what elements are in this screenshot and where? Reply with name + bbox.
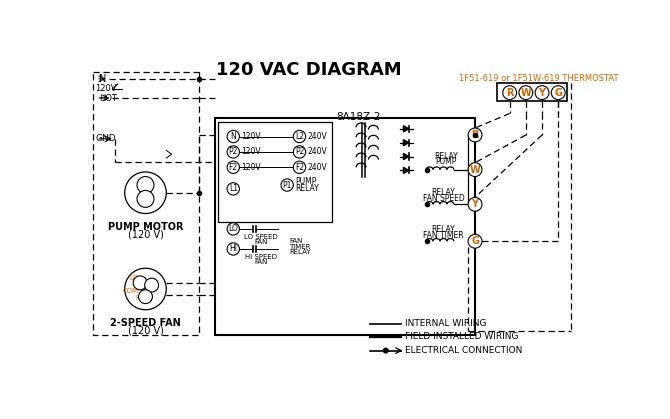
Text: (120 V): (120 V) — [127, 229, 163, 239]
Text: ELECTRICAL CONNECTION: ELECTRICAL CONNECTION — [405, 346, 523, 355]
Circle shape — [519, 86, 533, 100]
Text: P2: P2 — [295, 147, 304, 156]
Text: FAN SPEED: FAN SPEED — [423, 194, 464, 203]
Text: 120 VAC DIAGRAM: 120 VAC DIAGRAM — [216, 61, 401, 79]
Text: COM: COM — [123, 287, 139, 294]
Text: W: W — [521, 88, 531, 98]
Circle shape — [227, 146, 239, 158]
Text: HI: HI — [229, 244, 237, 253]
Text: HOT: HOT — [99, 93, 117, 103]
Text: RELAY: RELAY — [431, 188, 456, 197]
Text: RELAY: RELAY — [434, 152, 458, 161]
Circle shape — [551, 86, 565, 100]
Text: N: N — [99, 74, 107, 84]
Polygon shape — [403, 153, 409, 160]
Circle shape — [468, 163, 482, 176]
Text: RELAY: RELAY — [289, 249, 311, 255]
Text: P1: P1 — [283, 181, 292, 189]
Text: GND: GND — [95, 134, 116, 143]
Polygon shape — [403, 140, 409, 146]
Text: L1: L1 — [228, 184, 238, 194]
Circle shape — [137, 176, 154, 194]
Text: INTERNAL WIRING: INTERNAL WIRING — [405, 319, 486, 328]
Circle shape — [227, 243, 239, 255]
Text: R: R — [506, 88, 513, 98]
Circle shape — [383, 348, 388, 353]
Text: 120V: 120V — [241, 132, 261, 141]
Text: FAN TIMER: FAN TIMER — [423, 230, 464, 240]
Circle shape — [468, 197, 482, 211]
Text: LO: LO — [228, 225, 239, 233]
Bar — [215, 118, 475, 335]
Text: 8A18Z-2: 8A18Z-2 — [336, 112, 381, 122]
Polygon shape — [403, 126, 409, 132]
Text: 1F51-619 or 1F51W-619 THERMOSTAT: 1F51-619 or 1F51W-619 THERMOSTAT — [459, 74, 618, 83]
Text: (120 V): (120 V) — [127, 326, 163, 336]
Circle shape — [293, 130, 306, 143]
Text: F2: F2 — [228, 163, 238, 172]
Circle shape — [145, 278, 159, 292]
Text: FAN: FAN — [255, 259, 268, 265]
Circle shape — [137, 190, 154, 207]
Circle shape — [227, 130, 239, 143]
Text: N: N — [230, 132, 236, 141]
Text: HI: HI — [136, 295, 143, 301]
Text: Y: Y — [539, 88, 545, 98]
Circle shape — [468, 128, 482, 142]
Circle shape — [293, 161, 306, 173]
Bar — [218, 122, 332, 222]
Circle shape — [125, 268, 166, 310]
Circle shape — [227, 223, 239, 235]
Text: G: G — [554, 88, 562, 98]
Text: PUMP MOTOR: PUMP MOTOR — [108, 222, 183, 232]
Text: Y: Y — [472, 199, 478, 209]
Circle shape — [293, 146, 306, 158]
Text: 120V: 120V — [241, 147, 261, 156]
Circle shape — [535, 86, 549, 100]
Circle shape — [227, 183, 239, 195]
Circle shape — [125, 172, 166, 214]
Text: L2: L2 — [295, 132, 304, 141]
Polygon shape — [403, 167, 409, 173]
Text: W: W — [470, 165, 480, 175]
Text: 120V: 120V — [241, 163, 261, 172]
Circle shape — [502, 86, 517, 100]
Text: RELAY: RELAY — [295, 184, 320, 193]
Text: 2-SPEED FAN: 2-SPEED FAN — [110, 318, 181, 328]
Circle shape — [468, 234, 482, 248]
Text: FAN: FAN — [255, 239, 268, 245]
Text: HI SPEED: HI SPEED — [245, 253, 277, 260]
Circle shape — [133, 276, 147, 290]
Circle shape — [281, 179, 293, 191]
Text: FAN: FAN — [289, 238, 303, 244]
Text: G: G — [471, 236, 479, 246]
Text: FIELD INSTALLED WIRING: FIELD INSTALLED WIRING — [405, 332, 519, 341]
Text: LO SPEED: LO SPEED — [244, 234, 278, 240]
Text: PUMP: PUMP — [435, 158, 456, 166]
Text: 240V: 240V — [307, 132, 327, 141]
Text: LO: LO — [129, 275, 139, 281]
Text: 240V: 240V — [307, 163, 327, 172]
Bar — [496, 83, 567, 101]
Text: P2: P2 — [228, 147, 238, 156]
Text: F2: F2 — [295, 163, 304, 172]
Text: 120V: 120V — [95, 84, 117, 93]
Circle shape — [139, 290, 152, 304]
Circle shape — [227, 161, 239, 173]
Text: PUMP: PUMP — [295, 177, 317, 186]
Text: 240V: 240V — [307, 147, 327, 156]
Text: RELAY: RELAY — [431, 225, 456, 234]
Text: R: R — [471, 130, 479, 140]
Text: TIMER: TIMER — [289, 243, 311, 250]
